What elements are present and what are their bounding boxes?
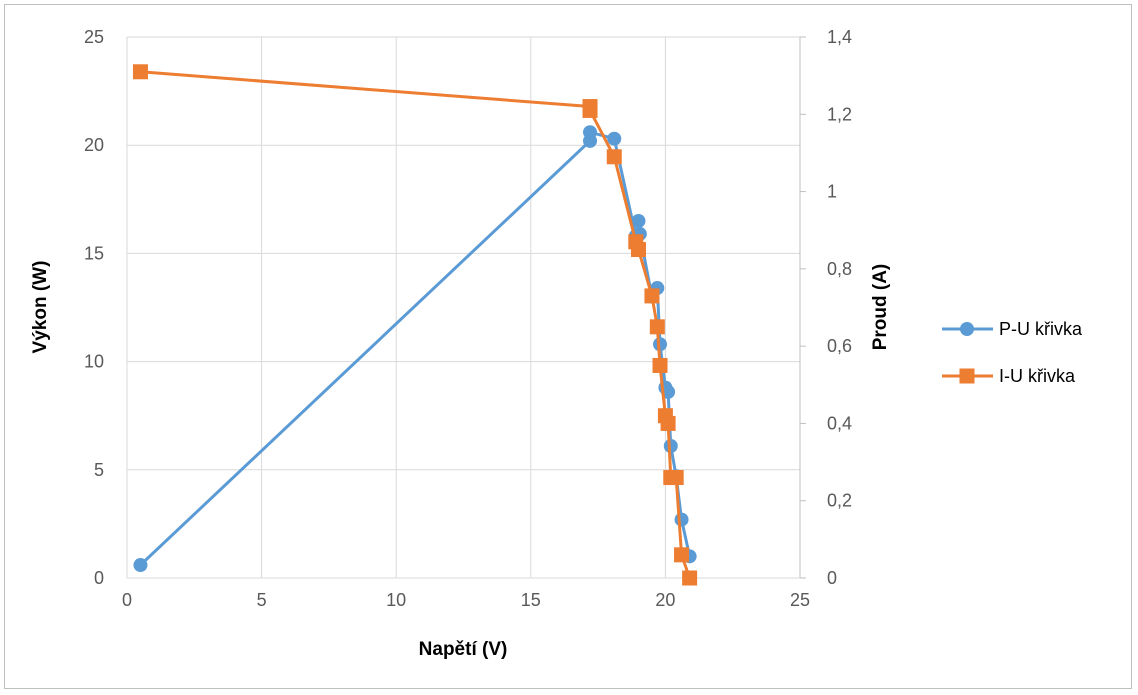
series-2-point (668, 470, 684, 486)
series-1-point (607, 131, 622, 146)
y2-tick-label: 0 (827, 568, 837, 588)
axes (127, 36, 806, 579)
series-2-point (660, 415, 676, 431)
series-1-point (583, 125, 598, 140)
x-tick-label: 25 (790, 590, 810, 610)
x-tick-label: 0 (122, 590, 132, 610)
series-2-point (644, 288, 660, 304)
legend-label-2: I-U křivka (999, 366, 1076, 386)
y-axis-left-ticks: 0 5 10 15 20 25 (84, 27, 104, 588)
y-tick-label: 20 (84, 135, 104, 155)
series-2-point (649, 319, 665, 335)
y2-tick-label: 0,2 (827, 491, 852, 511)
y-tick-label: 10 (84, 352, 104, 372)
series-line-1 (139, 130, 692, 567)
y2-tick-label: 1,2 (827, 104, 852, 124)
y-tick-label: 0 (94, 568, 104, 588)
series-group (132, 64, 698, 586)
y-axis-right-title: Proud (A) (870, 264, 891, 351)
x-tick-label: 5 (257, 590, 267, 610)
x-tick-label: 20 (655, 590, 675, 610)
x-axis-title: Napětí (V) (419, 639, 508, 660)
y-tick-label: 25 (84, 27, 104, 47)
series-2-point (682, 570, 698, 586)
legend-label-1: P-U křivka (999, 319, 1083, 339)
series-2-point (674, 547, 690, 563)
series-2-point (652, 357, 668, 373)
x-tick-label: 10 (386, 590, 406, 610)
series-1-point (133, 558, 148, 573)
y-axis-right-ticks: 0 0,2 0,4 0,6 0,8 1 1,2 1,4 (827, 27, 852, 588)
series-1-point (663, 438, 678, 453)
y-tick-label: 5 (94, 460, 104, 480)
y2-tick-label: 1,4 (827, 27, 852, 47)
series-1-point (631, 213, 646, 228)
x-tick-label: 15 (521, 590, 541, 610)
series-1-point (674, 512, 689, 527)
legend-marker-2 (959, 368, 975, 384)
legend-marker-1 (960, 322, 974, 336)
y2-tick-label: 1 (827, 182, 837, 202)
gridlines (126, 36, 801, 579)
series-2-point (132, 64, 148, 80)
y2-tick-label: 0,6 (827, 336, 852, 356)
y-axis-left-title: Výkon (W) (30, 261, 51, 354)
y-tick-label: 15 (84, 243, 104, 263)
legend: P-U křivka I-U křivka (942, 319, 1083, 386)
chart-area (4, 4, 1132, 689)
series-line-2 (140, 70, 692, 579)
x-axis-ticks: 0 5 10 15 20 25 (122, 590, 810, 610)
series-2-point (630, 242, 646, 258)
series-2-point (606, 149, 622, 165)
series-2-point (582, 102, 598, 118)
y2-tick-label: 0,8 (827, 259, 852, 279)
y2-tick-label: 0,4 (827, 413, 852, 433)
